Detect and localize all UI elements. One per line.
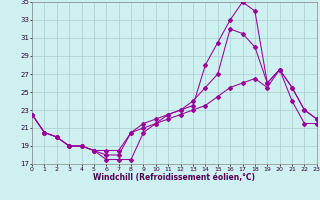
- X-axis label: Windchill (Refroidissement éolien,°C): Windchill (Refroidissement éolien,°C): [93, 173, 255, 182]
